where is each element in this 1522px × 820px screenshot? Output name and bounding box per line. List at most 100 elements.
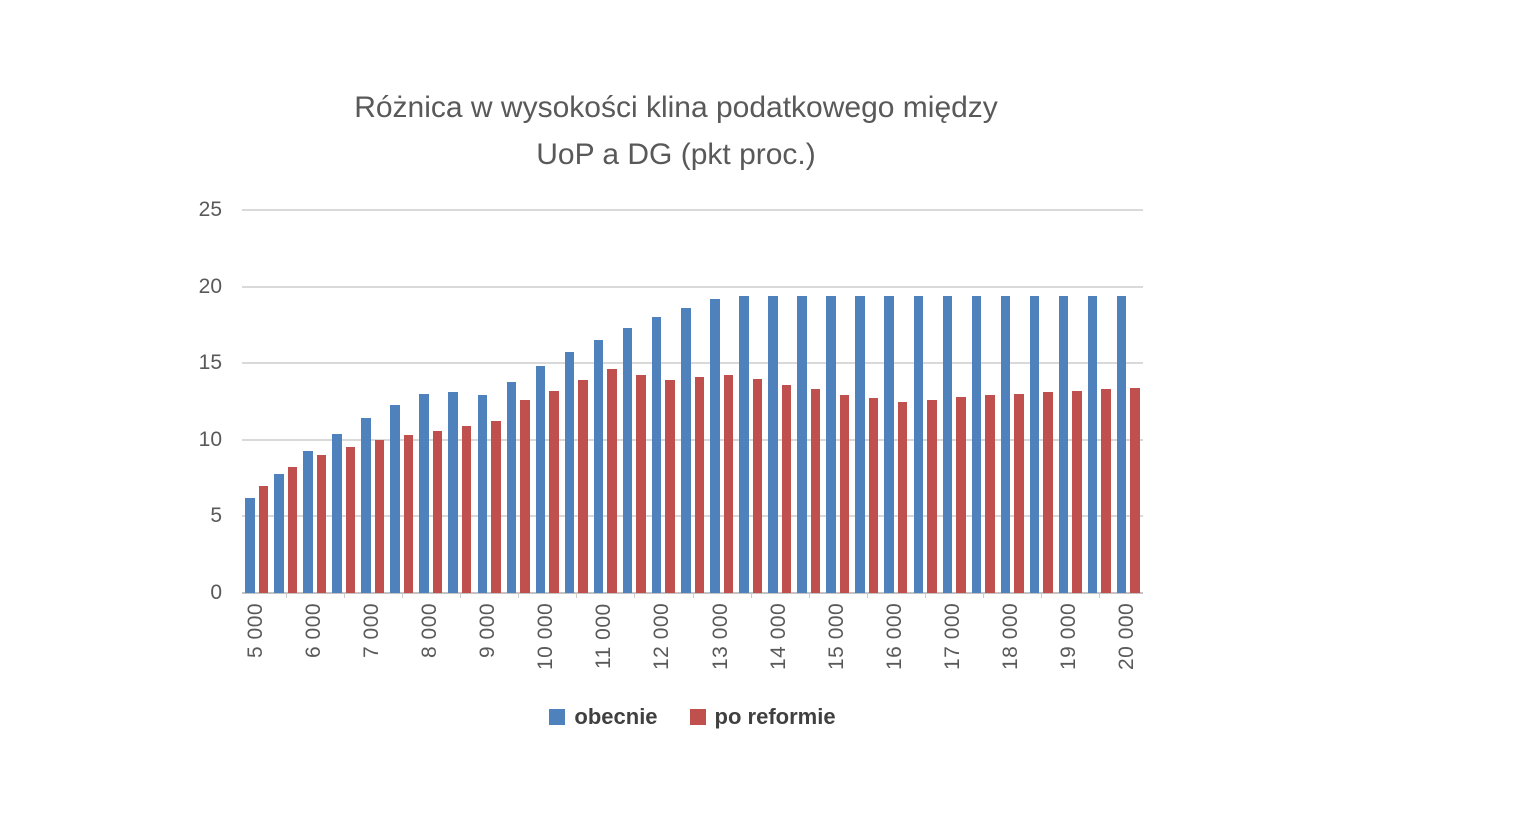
bar-po-reformie-20000 [1130, 387, 1140, 593]
bar-po-reformie-14000 [781, 384, 792, 593]
x-axis-tick [343, 593, 345, 598]
x-tick-label-9000: 9 000 [476, 603, 502, 695]
x-axis-tick [401, 593, 403, 598]
bar-po-reformie-19000 [1072, 390, 1082, 593]
y-tick-label-10: 10 [198, 427, 222, 451]
bar-obecnie-19000 [1058, 295, 1069, 593]
bar-po-reformie-10500 [578, 380, 588, 593]
bar-obecnie-16000 [884, 295, 894, 593]
legend-item-obecnie: obecnie [549, 704, 658, 730]
x-tick-label-text: 15 000 [824, 603, 848, 671]
x-tick-label-12000: 12 000 [650, 603, 676, 695]
x-tick-label-17000: 17 000 [941, 603, 967, 695]
bar-po-reformie-5000 [258, 485, 269, 593]
x-tick-label-text: 6 000 [301, 603, 325, 659]
bar-po-reformie-6500 [345, 447, 356, 593]
bar-obecnie-10000 [535, 366, 546, 593]
x-tick-label-text: 5 000 [243, 603, 267, 659]
bar-po-reformie-7000 [374, 439, 385, 593]
bar-po-reformie-13000 [723, 375, 734, 593]
bar-po-reformie-8000 [432, 430, 443, 593]
bar-po-reformie-13500 [752, 378, 763, 593]
x-tick-label-10000: 10 000 [534, 603, 560, 695]
x-tick-label-16000: 16 000 [883, 603, 909, 695]
legend-label-po-reformie: po reformie [714, 704, 836, 729]
bar-po-reformie-12500 [694, 377, 704, 593]
bar-obecnie-17000 [942, 295, 953, 593]
x-axis-tick [808, 593, 810, 598]
y-tick-label-5: 5 [210, 504, 222, 528]
bar-po-reformie-9500 [520, 399, 530, 593]
x-tick-label-text: 14 000 [766, 603, 790, 671]
bar-obecnie-18000 [1000, 295, 1011, 593]
bar-obecnie-19500 [1087, 295, 1098, 593]
bar-obecnie-9000 [477, 395, 488, 593]
bar-po-reformie-15000 [839, 395, 850, 593]
x-tick-label-text: 18 000 [999, 603, 1023, 671]
x-tick-label-text: 19 000 [1057, 603, 1081, 671]
bar-obecnie-16500 [913, 295, 924, 593]
gridline-y-20 [242, 285, 1143, 288]
x-tick-label-8000: 8 000 [418, 603, 444, 695]
bar-po-reformie-17500 [985, 395, 995, 593]
x-tick-label-11000: 11 000 [592, 603, 618, 695]
plot-area [242, 209, 1143, 598]
bar-po-reformie-10000 [549, 390, 559, 593]
x-tick-label-6000: 6 000 [302, 603, 328, 695]
bar-po-reformie-15500 [868, 398, 879, 593]
bar-obecnie-8000 [419, 393, 429, 593]
x-tick-label-text: 10 000 [534, 603, 558, 671]
bar-obecnie-15500 [855, 295, 865, 593]
gridline-y-10 [242, 438, 1143, 441]
x-tick-label-text: 17 000 [941, 603, 965, 671]
x-tick-label-text: 9 000 [476, 603, 500, 659]
x-axis-tick [1099, 593, 1101, 598]
bar-po-reformie-7500 [403, 435, 414, 593]
legend-swatch-blue-icon [549, 709, 566, 725]
bar-obecnie-15000 [826, 295, 836, 593]
bar-po-reformie-12000 [665, 380, 675, 593]
bar-po-reformie-9000 [491, 421, 501, 593]
bar-obecnie-14500 [797, 295, 807, 593]
x-tick-label-text: 8 000 [417, 603, 441, 659]
x-axis-tick [459, 593, 461, 598]
x-tick-label-text: 11 000 [592, 603, 616, 669]
x-axis-tick [925, 593, 927, 598]
gridline-y-5 [242, 515, 1143, 518]
bar-obecnie-13500 [739, 295, 749, 593]
gridline-y-15 [242, 362, 1143, 365]
x-axis-tick [692, 593, 694, 598]
bar-po-reformie-6000 [316, 455, 327, 593]
legend-item-po-reformie: po reformie [689, 704, 836, 730]
x-axis-tick [1041, 593, 1043, 598]
x-tick-label-text: 13 000 [708, 603, 732, 671]
bar-obecnie-7000 [361, 418, 371, 593]
bar-po-reformie-8500 [461, 426, 472, 593]
bar-po-reformie-19500 [1101, 389, 1111, 593]
bar-obecnie-6000 [303, 450, 313, 593]
x-tick-label-text: 12 000 [650, 603, 674, 671]
x-tick-label-19000: 19 000 [1057, 603, 1083, 695]
x-axis-tick [634, 593, 636, 598]
x-tick-label-18000: 18 000 [999, 603, 1025, 695]
x-tick-label-15000: 15 000 [825, 603, 851, 695]
bar-obecnie-20000 [1116, 295, 1127, 593]
x-tick-label-text: 7 000 [359, 603, 383, 659]
bar-obecnie-8500 [448, 392, 458, 593]
bar-po-reformie-18000 [1014, 393, 1024, 593]
x-axis-tick [983, 593, 985, 598]
x-axis-tick [285, 593, 287, 598]
chart-title-line-1: Różnica w wysokości klina podatkowego mi… [354, 91, 998, 124]
x-tick-label-20000: 20 000 [1115, 603, 1141, 695]
chart-title-line-2: UoP a DG (pkt proc.) [536, 138, 816, 171]
bar-po-reformie-16500 [927, 399, 937, 593]
bar-obecnie-13000 [710, 298, 720, 593]
bar-obecnie-12000 [651, 317, 662, 593]
bar-obecnie-14000 [768, 295, 778, 593]
x-tick-label-14000: 14 000 [767, 603, 793, 695]
bar-obecnie-6500 [332, 433, 342, 593]
bar-obecnie-12500 [681, 308, 691, 593]
x-axis-tick [750, 593, 752, 598]
x-tick-label-text: 20 000 [1115, 603, 1139, 671]
